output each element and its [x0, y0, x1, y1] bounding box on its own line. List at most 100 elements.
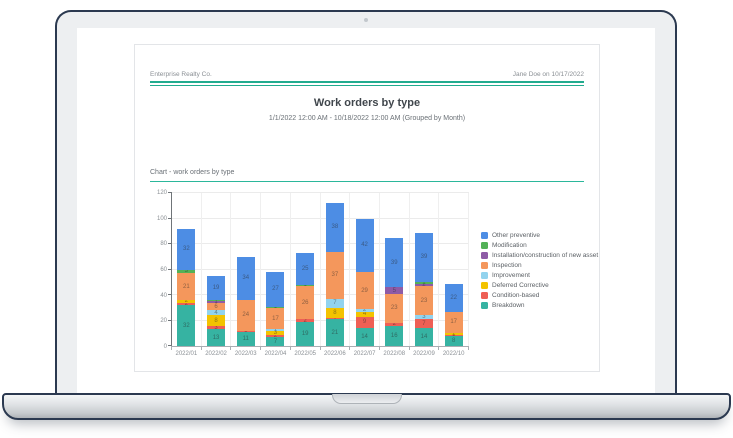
- x-axis-label: 2022/06: [324, 351, 346, 357]
- y-axis-tick-label: 60: [160, 267, 167, 273]
- x-axis-tick: [200, 346, 202, 350]
- x-axis-tick: [408, 346, 410, 350]
- bar-segment-breakdown: 21: [325, 319, 344, 346]
- chart-category-column: 1473232139 2022/09: [410, 193, 440, 357]
- chart-category-column: 211873738 2022/06: [321, 193, 351, 357]
- legend-label: Modification: [492, 241, 527, 249]
- chart-category-column: 16223539 2022/08: [380, 193, 410, 357]
- y-axis-tick-label: 40: [160, 292, 167, 299]
- bar-segment-deferred-corrective: 8: [325, 307, 344, 318]
- bar-segment-condition-based: 2: [385, 323, 404, 326]
- x-axis-tick: [468, 346, 470, 350]
- bar-segment-condition-based: 7: [414, 319, 433, 329]
- stacked-bar: 1473232139: [414, 193, 433, 346]
- x-axis-label: 2022/09: [413, 351, 435, 357]
- bar-segment-installation-construction-of-new-asset: 5: [385, 287, 404, 294]
- bar-segment-breakdown: 7: [266, 337, 285, 346]
- bar-segment-condition-based: 1: [325, 317, 344, 320]
- laptop-base: [2, 393, 731, 420]
- legend-item: Inspection: [481, 261, 598, 269]
- legend-label: Condition-based: [492, 291, 540, 299]
- y-axis-tick: [168, 217, 172, 219]
- x-axis-tick: [378, 346, 380, 350]
- x-axis-label: 2022/02: [205, 351, 227, 357]
- bar-segment-other-preventive: 27: [266, 272, 285, 307]
- bar-segment-improvement: 7: [325, 298, 344, 308]
- bar-segment-condition-based: 3: [207, 325, 226, 330]
- bar-segment-inspection: 29: [355, 272, 374, 310]
- chart-category-column: 3222213322022/01: [172, 193, 202, 357]
- bar-segment-deferred-corrective: 1: [444, 333, 463, 335]
- x-axis-label: 2022/07: [353, 351, 376, 357]
- y-axis-tick-label: 20: [160, 318, 167, 325]
- legend-swatch: [481, 281, 488, 289]
- x-axis-label: 2022/05: [294, 351, 317, 357]
- bar-segment-condition-based: 2: [177, 302, 196, 306]
- bar-segment-modification: 1: [296, 284, 315, 287]
- bar-segment-breakdown: 14: [355, 328, 374, 346]
- legend-item: Improvement: [481, 271, 598, 279]
- legend-label: Inspection: [492, 261, 522, 269]
- chart-category-column: 7231171272022/04: [261, 193, 291, 357]
- bar-segment-inspection: 24: [236, 300, 255, 331]
- bar-segment-breakdown: 19: [296, 321, 315, 346]
- bar-segment-other-preventive: 19: [207, 275, 226, 301]
- bar-segment-breakdown: 16: [385, 325, 404, 346]
- laptop-screen: Enterprise Realty Co. Jane Doe on 10/17/…: [55, 10, 677, 394]
- chart-legend: Other preventive Modification Installation…: [481, 231, 598, 309]
- chart-plot: 3222213322022/0113384611192022/021112434…: [168, 192, 470, 357]
- bar-segment-other-preventive: 39: [385, 237, 404, 288]
- x-axis-tick: [260, 346, 262, 350]
- report-header: Enterprise Realty Co. Jane Doe on 10/17/…: [150, 71, 584, 78]
- x-axis-tick: [319, 346, 321, 350]
- x-axis-tick: [349, 346, 351, 350]
- chart-category-column: 19226125 2022/05: [291, 193, 321, 357]
- bar-segment-breakdown: 11: [236, 331, 255, 346]
- legend-item: Deferred Corrective: [481, 281, 598, 289]
- bar-segment-inspection: 6: [207, 302, 226, 311]
- y-axis-tick: [168, 294, 172, 295]
- legend-swatch: [481, 241, 488, 249]
- bar-segment-modification: 1: [414, 282, 433, 284]
- y-axis-tick-label: 100: [156, 215, 167, 222]
- bar-segment-inspection: 26: [296, 286, 315, 320]
- x-axis-label: 2022/01: [175, 351, 198, 357]
- x-axis-tick: [438, 346, 440, 350]
- bar-segment-other-preventive: 22: [444, 283, 463, 312]
- x-axis-tick: [230, 346, 232, 350]
- stacked-bar: 19226125: [296, 193, 315, 346]
- y-axis-tick: [168, 268, 172, 270]
- x-axis-label: 2022/04: [264, 351, 287, 357]
- bar-segment-deferred-corrective: 2: [177, 300, 196, 303]
- stacked-bar: 211873738: [325, 193, 344, 346]
- stacked-bar: 149422942: [355, 193, 374, 346]
- bar-segment-modification: 1: [207, 300, 226, 302]
- report-author-date: Jane Doe on 10/17/2022: [512, 71, 584, 78]
- bar-segment-condition-based: 2: [296, 319, 315, 322]
- y-axis-tick: [168, 319, 172, 321]
- page-title: Work orders by type: [313, 97, 421, 109]
- stacked-bar: 322221332: [177, 193, 196, 346]
- legend-swatch: [481, 301, 488, 309]
- legend-swatch: [481, 251, 488, 259]
- legend-swatch: [481, 231, 488, 239]
- chart-category-column: 13384611192022/02: [202, 193, 232, 357]
- bar-segment-other-preventive: 32: [177, 228, 196, 270]
- bar-segment-breakdown: 32: [177, 305, 196, 346]
- report-page: Enterprise Realty Co. Jane Doe on 10/17/…: [134, 44, 600, 372]
- y-axis-tick: [168, 243, 172, 244]
- laptop-display: Enterprise Realty Co. Jane Doe on 10/17/…: [77, 28, 655, 394]
- legend-item: Installation/construction of new asset: [481, 251, 598, 259]
- bar-segment-other-preventive: 38: [325, 203, 344, 252]
- bar-segment-inspection: 17: [266, 307, 285, 330]
- bar-segment-breakdown: 13: [207, 329, 226, 346]
- legend-item: Breakdown: [481, 301, 598, 309]
- bar-segment-installation-construction-of-new-asset: 1: [207, 301, 226, 303]
- laptop-base-notch: [331, 394, 402, 404]
- report-date-range: 1/1/2022 12:00 AM - 10/18/2022 12:00 AM …: [268, 115, 466, 122]
- y-axis-tick-label: 0: [163, 344, 167, 350]
- y-axis-tick: [168, 192, 172, 193]
- bar-segment-inspection: 17: [444, 311, 463, 334]
- bar-segment-condition-based: 9: [355, 316, 374, 329]
